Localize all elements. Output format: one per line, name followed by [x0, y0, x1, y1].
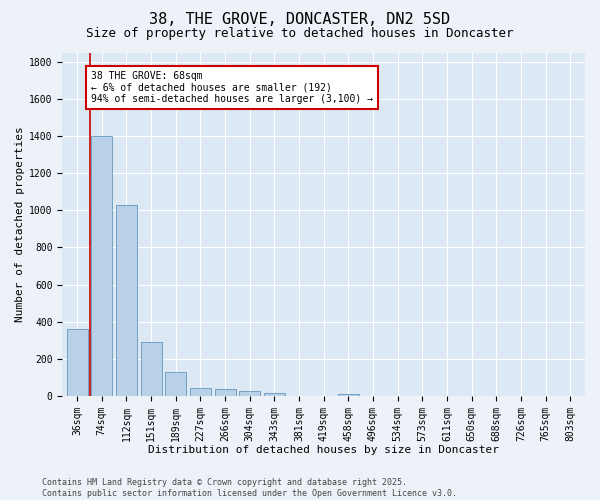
Bar — [239, 391, 260, 396]
Bar — [215, 389, 236, 396]
Text: 38 THE GROVE: 68sqm
← 6% of detached houses are smaller (192)
94% of semi-detach: 38 THE GROVE: 68sqm ← 6% of detached hou… — [91, 71, 373, 104]
Bar — [91, 136, 112, 396]
Bar — [67, 329, 88, 396]
Text: 38, THE GROVE, DONCASTER, DN2 5SD: 38, THE GROVE, DONCASTER, DN2 5SD — [149, 12, 451, 28]
Bar — [140, 342, 161, 396]
X-axis label: Distribution of detached houses by size in Doncaster: Distribution of detached houses by size … — [148, 445, 499, 455]
Bar — [116, 204, 137, 396]
Text: Size of property relative to detached houses in Doncaster: Size of property relative to detached ho… — [86, 28, 514, 40]
Text: Contains HM Land Registry data © Crown copyright and database right 2025.
Contai: Contains HM Land Registry data © Crown c… — [42, 478, 457, 498]
Bar — [166, 372, 186, 396]
Bar — [338, 394, 359, 396]
Bar — [264, 393, 285, 396]
Y-axis label: Number of detached properties: Number of detached properties — [15, 126, 25, 322]
Bar — [190, 388, 211, 396]
